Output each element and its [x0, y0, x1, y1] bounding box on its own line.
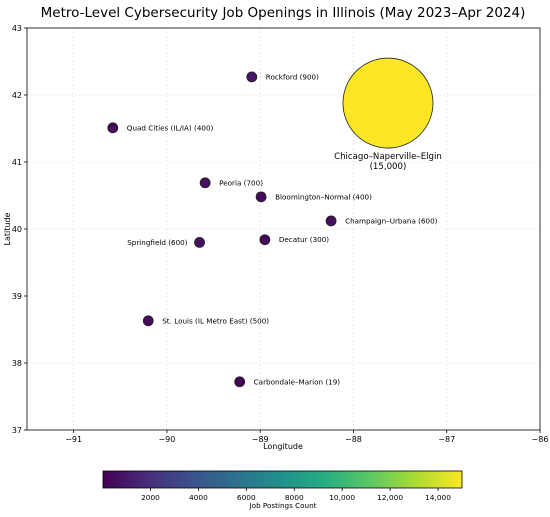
- y-tick-label: 41: [12, 158, 22, 167]
- data-point: [246, 71, 258, 83]
- y-tick-label: 43: [12, 24, 22, 33]
- point-label: St. Louis (IL Metro East) (500): [162, 316, 269, 325]
- y-tick-label: 38: [12, 359, 22, 368]
- colorbar-ticks: 2000 4000 6000 8000 10,000 12,000 14,000: [141, 488, 451, 502]
- colorbar-tick-label: 4000: [189, 493, 208, 502]
- x-tick-label: −90: [158, 435, 175, 444]
- y-tick-label: 39: [12, 292, 22, 301]
- grid: [27, 27, 541, 431]
- colorbar-tick-label: 2000: [141, 493, 160, 502]
- data-point: [342, 57, 434, 149]
- colorbar-tick-label: 8000: [285, 493, 304, 502]
- point-label: Quad Cities (IL/IA) (400): [127, 123, 214, 132]
- y-tick-label: 37: [12, 426, 22, 435]
- x-axis-label: Longitude: [263, 442, 303, 451]
- y-tick-label: 40: [12, 225, 22, 234]
- point-label: Peoria (700): [219, 178, 263, 187]
- y-axis-label: Latitude: [3, 212, 12, 245]
- data-point: [234, 376, 246, 388]
- x-tick-label: −87: [438, 435, 455, 444]
- data-point: [107, 122, 119, 134]
- colorbar-tick-label: 14,000: [425, 493, 451, 502]
- colorbar-tick-label: 12,000: [377, 493, 403, 502]
- data-point: [325, 215, 337, 227]
- point-label: Rockford (900): [266, 72, 319, 81]
- x-tick-label: −88: [345, 435, 362, 444]
- data-point: [259, 234, 271, 246]
- colorbar-tick-label: 6000: [237, 493, 256, 502]
- data-point: [142, 315, 154, 327]
- data-point: [199, 177, 211, 189]
- colorbar-label: Job Postings Count: [249, 501, 317, 510]
- chart-title: Metro-Level Cybersecurity Job Openings i…: [41, 5, 526, 21]
- x-tick-label: −86: [532, 435, 549, 444]
- point-label: Decatur (300): [279, 235, 329, 244]
- y-tick-label: 42: [12, 91, 22, 100]
- point-label: Champaign–Urbana (600): [345, 216, 438, 225]
- colorbar: [102, 470, 463, 489]
- point-label: Springfield (600): [127, 238, 188, 247]
- x-tick-label: −89: [252, 435, 269, 444]
- data-point: [194, 236, 205, 248]
- point-label: Chicago–Naperville–Elgin (15,000): [334, 152, 442, 172]
- data-point: [255, 191, 267, 203]
- point-label: Bloomington–Normal (400): [275, 192, 372, 201]
- colorbar-tick-label: 10,000: [329, 493, 355, 502]
- data-points: [107, 57, 434, 388]
- x-tick-label: −91: [65, 435, 82, 444]
- point-labels: Rockford (900) Quad Cities (IL/IA) (400) P…: [127, 72, 442, 386]
- point-label: Carbondale–Marion (19): [254, 377, 341, 386]
- axis-ticks: −91 −90 −89 −88 −87 −86 37 38 39 40 41 42 43: [12, 24, 549, 444]
